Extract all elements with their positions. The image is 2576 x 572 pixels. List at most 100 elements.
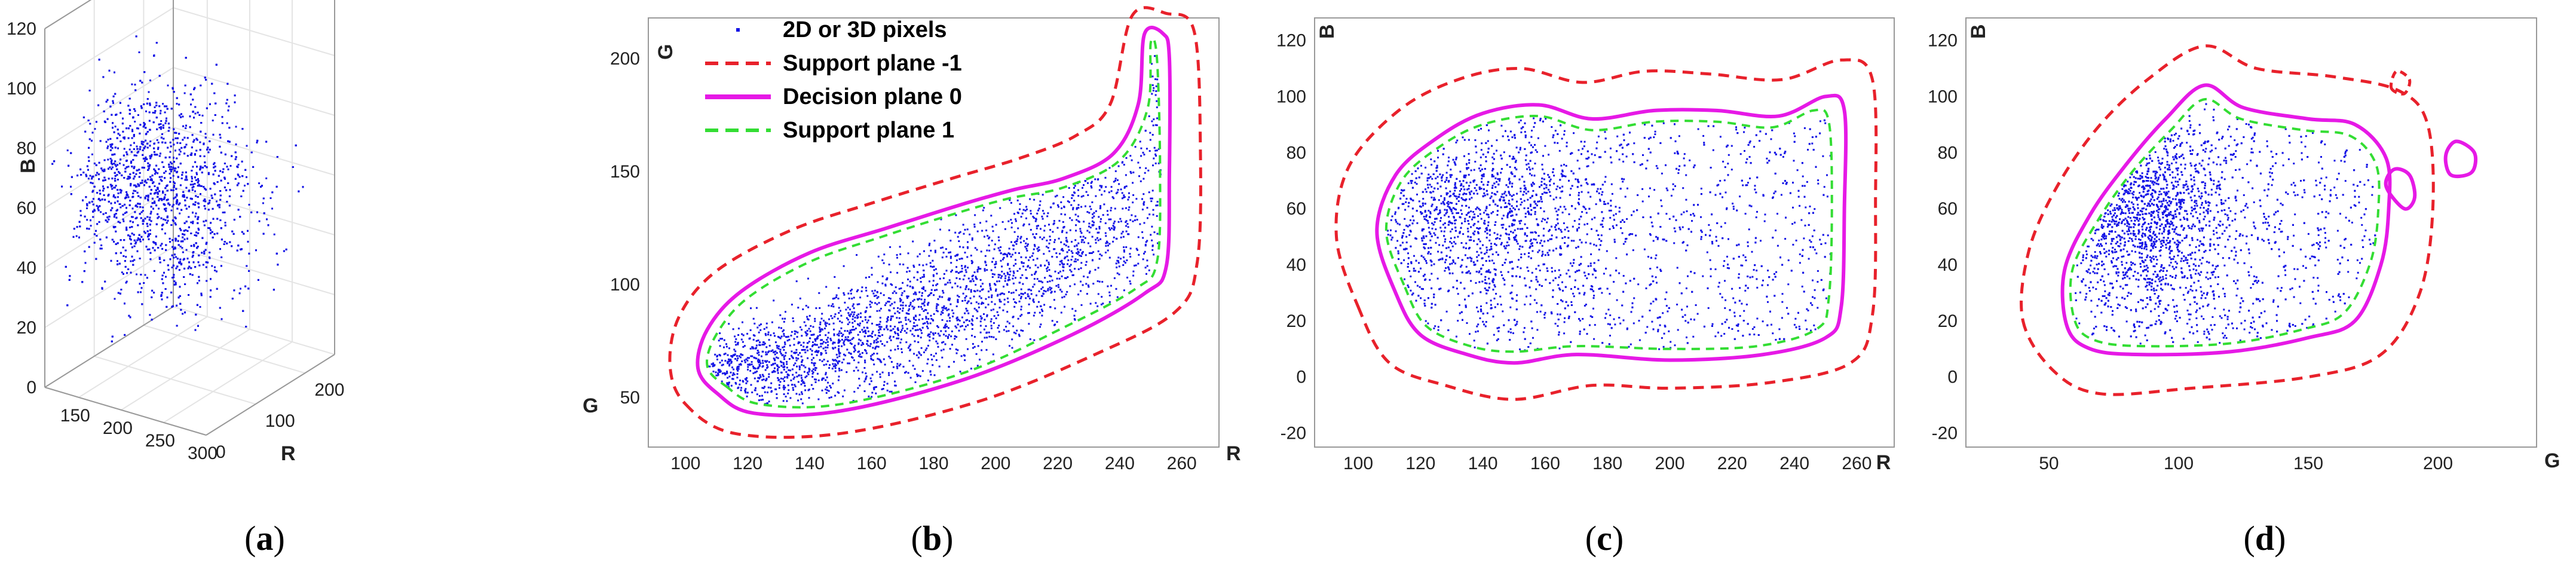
data-point [109, 166, 111, 169]
data-point [174, 131, 176, 134]
data-point [111, 114, 113, 116]
data-point [188, 206, 190, 208]
data-point [855, 366, 857, 369]
data-point [871, 301, 873, 304]
data-point [134, 190, 137, 192]
data-point [994, 284, 997, 286]
data-point [766, 367, 768, 369]
data-point [137, 127, 139, 130]
data-point [905, 371, 907, 373]
data-point [140, 217, 142, 219]
data-point [802, 381, 805, 383]
data-point [115, 252, 117, 255]
data-point [1051, 256, 1053, 258]
data-point [909, 304, 912, 306]
data-point [173, 186, 175, 188]
data-point [166, 222, 168, 224]
data-point [853, 347, 856, 350]
data-point [1076, 207, 1078, 209]
data-point [742, 321, 743, 323]
data-point [821, 389, 823, 391]
z-tick-label: 0 [26, 378, 36, 397]
data-point [1030, 212, 1032, 215]
data-point [198, 183, 200, 186]
data-point [214, 114, 216, 116]
data-point [969, 297, 972, 299]
data-point [138, 234, 140, 236]
data-point [816, 337, 819, 339]
data-point [1149, 131, 1151, 134]
data-point [1047, 266, 1049, 268]
data-point [1003, 329, 1005, 331]
data-point [129, 200, 131, 202]
data-point [814, 320, 816, 322]
data-point [1036, 294, 1037, 296]
data-point [1028, 323, 1030, 325]
data-point [1113, 227, 1116, 229]
data-point [1006, 320, 1009, 323]
data-point [791, 304, 793, 306]
data-point [149, 252, 152, 254]
data-point [180, 116, 182, 118]
data-point [236, 184, 238, 186]
data-point [209, 296, 212, 298]
data-point [835, 296, 837, 298]
data-point [122, 220, 125, 222]
data-point [79, 210, 82, 212]
data-point [179, 286, 181, 288]
data-point [978, 306, 980, 308]
data-point [149, 192, 152, 195]
data-point [240, 287, 241, 290]
data-point [1101, 281, 1104, 283]
data-point [1083, 184, 1085, 186]
data-point [871, 267, 873, 269]
data-point [1144, 250, 1146, 253]
data-point [933, 265, 935, 268]
data-point [768, 350, 770, 353]
data-point [981, 230, 984, 232]
data-point [51, 163, 54, 165]
data-point [970, 322, 973, 325]
data-point [161, 161, 164, 163]
data-point [179, 295, 181, 297]
data-point [107, 158, 109, 161]
data-point [942, 307, 945, 309]
data-point [797, 307, 800, 309]
data-point [179, 142, 182, 144]
data-point [1129, 280, 1131, 283]
data-point [783, 384, 785, 387]
data-point [1040, 264, 1042, 267]
data-point [115, 243, 117, 245]
data-point [157, 213, 159, 215]
data-point [865, 286, 867, 289]
data-point [228, 195, 231, 197]
data-point [937, 345, 939, 348]
data-point [984, 235, 985, 238]
data-point [194, 106, 197, 108]
data-point [762, 378, 765, 381]
data-point [113, 131, 115, 133]
data-point [131, 216, 133, 218]
data-point [844, 338, 846, 341]
data-point [1016, 238, 1019, 240]
data-point [187, 267, 189, 270]
data-point [799, 297, 801, 299]
data-point [951, 286, 954, 289]
data-point [1042, 194, 1044, 196]
data-point [898, 287, 900, 290]
data-point [223, 243, 225, 245]
data-point [132, 195, 134, 198]
data-point [1140, 147, 1142, 149]
data-point [164, 233, 166, 235]
data-point [1040, 287, 1043, 290]
data-point [1080, 206, 1083, 208]
data-point [994, 303, 996, 305]
data-point [243, 233, 245, 235]
data-point [1015, 220, 1017, 222]
data-point [795, 331, 797, 333]
data-point [1148, 213, 1151, 216]
data-point [777, 377, 779, 379]
data-point [1048, 250, 1050, 252]
data-point [1108, 227, 1110, 230]
data-point [985, 298, 987, 300]
